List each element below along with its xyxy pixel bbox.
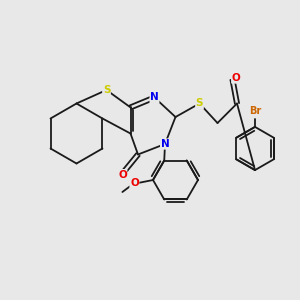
Text: O: O — [232, 73, 241, 83]
Text: S: S — [103, 85, 110, 95]
Text: N: N — [150, 92, 159, 103]
Text: N: N — [160, 139, 169, 149]
Text: S: S — [196, 98, 203, 109]
Text: O: O — [130, 178, 139, 188]
Text: O: O — [118, 169, 127, 180]
Text: Br: Br — [249, 106, 261, 116]
